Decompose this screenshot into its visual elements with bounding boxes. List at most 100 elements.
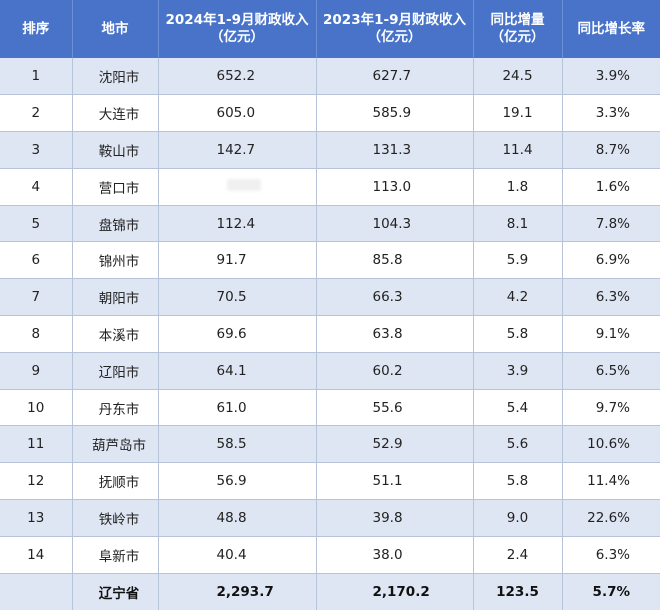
table-row: 7 朝阳市 70.5 66.3 4.2 6.3% xyxy=(0,278,660,317)
cell-revenue-2024: 69.6 xyxy=(158,315,317,353)
cell-growth-rate: 6.3% xyxy=(562,536,660,574)
cell-growth-rate: 9.7% xyxy=(562,389,660,427)
table-row: 11 葫芦岛市 58.5 52.9 5.6 10.6% xyxy=(0,425,660,464)
cell-city: 大连市 xyxy=(72,94,159,133)
cell-city: 抚顺市 xyxy=(72,462,159,501)
cell-increase: 11.4 xyxy=(473,131,563,169)
header-revenue-2024: 2024年1-9月财政收入 （亿元） xyxy=(158,0,317,58)
cell-increase: 5.8 xyxy=(473,462,563,501)
cell-total-revenue-2024: 2,293.7 xyxy=(158,573,317,610)
cell-revenue-2023: 627.7 xyxy=(316,58,474,96)
cell-increase: 2.4 xyxy=(473,536,563,574)
cell-revenue-2023: 63.8 xyxy=(316,315,474,353)
cell-revenue-2023: 113.0 xyxy=(316,168,474,206)
cell-city: 鞍山市 xyxy=(72,131,159,169)
cell-rank: 12 xyxy=(0,462,73,501)
cell-city: 葫芦岛市 xyxy=(72,425,159,464)
header-city: 地市 xyxy=(72,0,159,58)
cell-rank: 11 xyxy=(0,425,73,464)
cell-revenue-2023: 38.0 xyxy=(316,536,474,574)
table-body: 1 沈阳市 652.2 627.7 24.5 3.9% 2 大连市 605.0 … xyxy=(0,58,660,610)
cell-city: 朝阳市 xyxy=(72,278,159,317)
cell-revenue-2024: 56.9 xyxy=(158,462,317,501)
cell-revenue-2023: 39.8 xyxy=(316,499,474,537)
cell-growth-rate: 6.3% xyxy=(562,278,660,317)
cell-revenue-2023: 85.8 xyxy=(316,241,474,280)
table-row: 1 沈阳市 652.2 627.7 24.5 3.9% xyxy=(0,58,660,96)
cell-rank: 3 xyxy=(0,131,73,169)
header-increase-line1: 同比增量 xyxy=(490,12,545,28)
cell-revenue-2024: 61.0 xyxy=(158,389,317,427)
cell-rank: 13 xyxy=(0,499,73,537)
table-row: 3 鞍山市 142.7 131.3 11.4 8.7% xyxy=(0,131,660,169)
total-row: 辽宁省 2,293.7 2,170.2 123.5 5.7% xyxy=(0,573,660,610)
table-row: 2 大连市 605.0 585.9 19.1 3.3% xyxy=(0,94,660,133)
cell-revenue-2024: 652.2 xyxy=(158,58,317,96)
cell-increase: 24.5 xyxy=(473,58,563,96)
header-increase: 同比增量 （亿元） xyxy=(473,0,563,58)
cell-city: 辽阳市 xyxy=(72,352,159,390)
cell-rank: 9 xyxy=(0,352,73,390)
cell-increase: 5.4 xyxy=(473,389,563,427)
table-row: 8 本溪市 69.6 63.8 5.8 9.1% xyxy=(0,315,660,353)
cell-total-province: 辽宁省 xyxy=(72,573,159,610)
cell-total-growth-rate: 5.7% xyxy=(592,583,630,600)
cell-increase: 4.2 xyxy=(473,278,563,317)
header-revenue-2024-line2: （亿元） xyxy=(210,29,264,45)
cell-revenue-2023: 51.1 xyxy=(316,462,474,501)
redaction-blur xyxy=(226,178,261,191)
table-row: 12 抚顺市 56.9 51.1 5.8 11.4% xyxy=(0,462,660,501)
cell-rank: 8 xyxy=(0,315,73,353)
cell-growth-rate: 3.9% xyxy=(562,58,660,96)
cell-revenue-2023: 585.9 xyxy=(316,94,474,133)
cell-rank: 7 xyxy=(0,278,73,317)
cell-rank: 6 xyxy=(0,241,73,280)
cell-city: 丹东市 xyxy=(72,389,159,427)
cell-revenue-2024: 58.5 xyxy=(158,425,317,464)
header-increase-line2: （亿元） xyxy=(490,29,545,45)
cell-city: 本溪市 xyxy=(72,315,159,353)
cell-rank: 10 xyxy=(0,389,73,427)
cell-revenue-2023: 131.3 xyxy=(316,131,474,169)
cell-total-revenue-2023: 2,170.2 xyxy=(316,573,474,610)
cell-revenue-2024: 112.4 xyxy=(158,205,317,243)
table-row: 6 锦州市 91.7 85.8 5.9 6.9% xyxy=(0,241,660,280)
cell-rank: 2 xyxy=(0,94,73,133)
cell-revenue-2024: 48.8 xyxy=(158,499,317,537)
cell-growth-rate: 6.5% xyxy=(562,352,660,390)
header-revenue-2023: 2023年1-9月财政收入 （亿元） xyxy=(316,0,474,58)
header-revenue-2023-line1: 2023年1-9月财政收入 xyxy=(323,12,466,28)
cell-revenue-2024: 64.1 xyxy=(158,352,317,390)
cell-growth-rate: 6.9% xyxy=(562,241,660,280)
cell-city: 沈阳市 xyxy=(72,58,159,96)
header-row: 排序 地市 2024年1-9月财政收入 （亿元） 2023年1-9月财政收入 （… xyxy=(0,0,660,58)
cell-rank: 14 xyxy=(0,536,73,574)
table-row: 10 丹东市 61.0 55.6 5.4 9.7% xyxy=(0,389,660,427)
cell-increase: 19.1 xyxy=(473,94,563,133)
cell-revenue-2024: 70.5 xyxy=(158,278,317,317)
cell-growth-rate: 22.6% xyxy=(562,499,660,537)
header-revenue-2024-line1: 2024年1-9月财政收入 xyxy=(165,12,309,28)
cell-increase: 5.6 xyxy=(473,425,563,464)
cell-rank: 5 xyxy=(0,205,73,243)
cell-growth-rate: 3.3% xyxy=(562,94,660,133)
cell-city: 阜新市 xyxy=(72,536,159,574)
header-revenue-2023-line2: （亿元） xyxy=(367,29,422,45)
header-rank: 排序 xyxy=(0,0,73,58)
cell-revenue-2024: 142.7 xyxy=(158,131,317,169)
table-row: 9 辽阳市 64.1 60.2 3.9 6.5% xyxy=(0,352,660,390)
cell-total-increase: 123.5 xyxy=(473,573,563,610)
cell-city: 营口市 xyxy=(72,168,159,206)
header-growth-rate: 同比增长率 xyxy=(577,20,646,37)
cell-growth-rate: 9.1% xyxy=(562,315,660,353)
cell-rank: 4 xyxy=(0,168,73,206)
cell-increase: 5.8 xyxy=(473,315,563,353)
cell-increase: 9.0 xyxy=(473,499,563,537)
cell-increase: 8.1 xyxy=(473,205,563,243)
cell-city: 锦州市 xyxy=(72,241,159,280)
cell-growth-rate: 10.6% xyxy=(562,425,660,464)
cell-revenue-2024: 91.7 xyxy=(158,241,317,280)
cell-city: 盘锦市 xyxy=(72,205,159,243)
cell-rank: 1 xyxy=(0,58,73,96)
